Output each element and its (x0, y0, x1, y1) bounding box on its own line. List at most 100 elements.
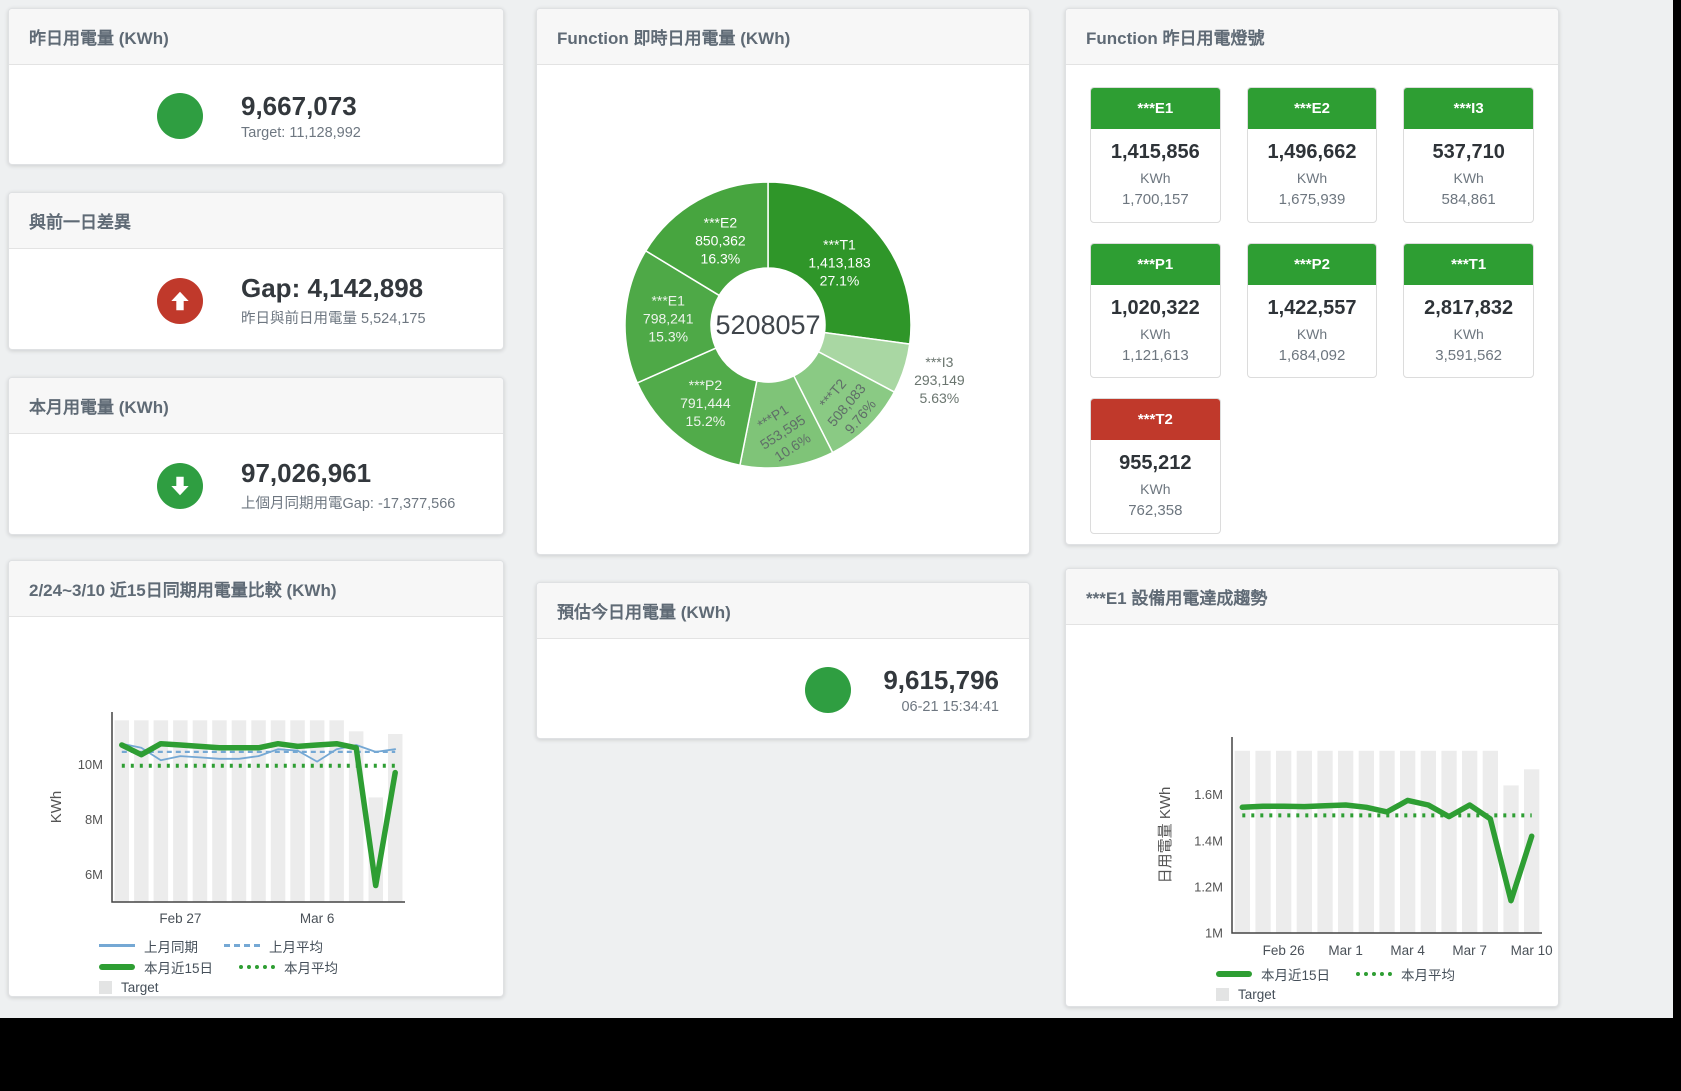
screen-right-letterbox (1673, 0, 1681, 1091)
legend-row: Target (1216, 984, 1558, 1005)
line-green-swatch-icon (99, 963, 135, 970)
legend-row: 本月近15日 本月平均 (1216, 963, 1558, 984)
screen-bottom-letterbox (0, 1018, 1681, 1091)
x-tick-label: Mar 4 (1390, 943, 1425, 958)
device-tile-value: 1,422,557 (1267, 296, 1357, 319)
dot-green-swatch-icon (1356, 971, 1393, 976)
card-realtime-donut-chart: Function 即時日用電量 (KWh) ***T1 1,413,183 27.1… (536, 8, 1030, 555)
device-tile-value: 1,496,662 (1267, 141, 1357, 163)
card-month-usage: 本月用電量 (KWh) 97,026,961 上個月同期用電Gap: -17,3… (8, 377, 504, 535)
donut-slice-E1[interactable] (624, 249, 721, 384)
device-tile-target: 1,121,613 (1121, 346, 1189, 364)
target-bar (1255, 750, 1271, 933)
device-tile-E2: ***E2 1,496,662 KWh 1,675,939 (1246, 87, 1378, 223)
x-tick-label: Mar 6 (300, 911, 335, 926)
target-bar (1462, 750, 1478, 933)
device-tiles-grid: ***E1 1,415,856 KWh 1,700,157 ***E2 1,496,662… (1066, 65, 1558, 556)
legend-row: 上月同期 上月平均 (99, 935, 503, 956)
x-tick-label: Mar 1 (1328, 943, 1363, 958)
card-header: ***E1 設備用電達成趨勢 (1066, 569, 1558, 625)
kpi-text: 9,667,073 Target: 11,128,992 (241, 91, 361, 140)
donut-slice-T1[interactable] (767, 181, 912, 345)
kpi-value: 9,667,073 (241, 91, 357, 122)
card-yesterday-usage: 昨日用電量 (KWh) 9,667,073 Target: 11,128,992 (8, 8, 504, 165)
target-bar (134, 720, 149, 902)
device-tile-status-header: ***T2 (1091, 399, 1220, 440)
y-tick-label: 1M (1205, 926, 1223, 941)
device-tile-E1: ***E1 1,415,856 KWh 1,700,157 (1090, 87, 1221, 223)
series-本月近15日 (1239, 797, 1535, 904)
legend-item[interactable]: 本月近15日 (1216, 964, 1330, 984)
device-tile-P2: ***P2 1,422,557 KWh 1,684,092 (1246, 242, 1378, 378)
box-gray-swatch-icon (99, 981, 112, 994)
legend-item[interactable]: Target (1216, 987, 1276, 1002)
target-bar (1296, 750, 1312, 933)
card-title: 2/24~3/10 近15日同期用電量比較 (KWh) (29, 581, 337, 600)
target-bar (1379, 750, 1395, 933)
status-circle-icon (157, 93, 203, 139)
legend-row: Target (99, 977, 503, 998)
donut-slice-P2[interactable] (636, 347, 758, 467)
legend-item[interactable]: 本月平均 (1356, 964, 1455, 984)
device-tile-unit: KWh (1296, 325, 1328, 342)
kpi-text: Gap: 4,142,898 昨日與前日用電量 5,524,175 (241, 273, 426, 327)
device-tile-status-header: ***E1 (1091, 88, 1220, 129)
y-axis-title: 日用電量 KWh (1157, 787, 1174, 884)
legend-label: 本月近15日 (144, 960, 214, 976)
box-gray-swatch-icon (1216, 988, 1229, 1001)
device-tile-I3: ***I3 537,710 KWh 584,861 (1403, 87, 1534, 223)
legend-item[interactable]: 本月平均 (239, 957, 338, 977)
kpi-text: 9,615,796 06-21 15:34:41 (883, 665, 999, 714)
legend-label: 本月平均 (284, 960, 339, 976)
device-tile-status-header: ***P1 (1091, 243, 1220, 285)
x-tick-label: Mar 10 (1511, 943, 1553, 958)
device-tile-value: 1,415,856 (1110, 141, 1200, 163)
device-tile-body: 2,817,832 KWh 3,591,562 (1404, 285, 1533, 378)
donut-slice-E2[interactable] (644, 181, 769, 297)
device-tile-target: 584,861 (1441, 191, 1496, 208)
device-tile-target: 1,684,092 (1278, 346, 1346, 364)
device-tile-T1: ***T1 2,817,832 KWh 3,591,562 (1403, 242, 1534, 378)
target-bar (231, 720, 247, 902)
target-bar (1358, 750, 1374, 933)
device-tile-value: 1,020,322 (1110, 296, 1200, 319)
target-bar (388, 734, 403, 902)
card-title: Function 昨日用電燈號 (1086, 29, 1265, 48)
card-15day-comparison-chart: 2/24~3/10 近15日同期用電量比較 (KWh) 6M 8M 10M Feb 2… (8, 560, 504, 997)
dot-green-swatch-icon (239, 964, 276, 969)
legend-label: Target (121, 980, 159, 995)
target-bar (1234, 750, 1250, 933)
device-tile-target: 762,358 (1128, 502, 1183, 519)
card-header: 昨日用電量 (KWh) (9, 9, 503, 65)
realtime-usage-donut-chart[interactable]: ***T1 1,413,183 27.1%***I3 293,149 5.63%***T… (537, 65, 1027, 553)
legend-item[interactable]: 上月平均 (224, 936, 323, 956)
target-bar (1276, 750, 1292, 933)
target-bar (1400, 750, 1416, 933)
device-tile-unit: KWh (1453, 325, 1484, 342)
y-tick-label: 1.4M (1194, 833, 1223, 848)
legend-item[interactable]: 本月近15日 (99, 957, 213, 977)
device-tile-body: 1,415,856 KWh 1,700,157 (1091, 129, 1220, 222)
kpi-body: 9,667,073 Target: 11,128,992 (9, 65, 503, 167)
legend-item[interactable]: 上月同期 (99, 936, 198, 956)
kpi-body: 9,615,796 06-21 15:34:41 (537, 639, 1029, 741)
line-green-swatch-icon (1216, 970, 1252, 977)
card-header: 本月用電量 (KWh) (9, 378, 503, 434)
e1-trend-line-chart[interactable]: 1M 1.2M 1.4M 1.6M Feb 26 Mar 1 Mar 4 Mar 7 Mar 1… (1066, 625, 1554, 963)
device-tile-target: 3,591,562 (1435, 346, 1503, 364)
device-tile-value: 537,710 (1432, 141, 1505, 163)
series-本月近15日 (119, 740, 398, 889)
axes (111, 712, 405, 903)
donut-slice-label: ***P2 791,444 15.2% (680, 377, 731, 429)
donut-slice-label: ***I3 293,149 5.63% (914, 354, 965, 406)
kpi-text: 97,026,961 上個月同期用電Gap: -17,377,566 (241, 458, 455, 512)
legend-label: Target (1238, 987, 1276, 1002)
comparison-line-chart[interactable]: 6M 8M 10M Feb 27 Mar 6 KWh (15, 617, 495, 935)
device-tile-body: 1,020,322 KWh 1,121,613 (1091, 285, 1220, 378)
target-bar (1420, 750, 1436, 933)
card-header: 2/24~3/10 近15日同期用電量比較 (KWh) (9, 561, 503, 617)
legend-item[interactable]: Target (99, 980, 159, 995)
line-blue-swatch-icon (99, 944, 135, 947)
card-title: 預估今日用電量 (KWh) (557, 603, 731, 622)
